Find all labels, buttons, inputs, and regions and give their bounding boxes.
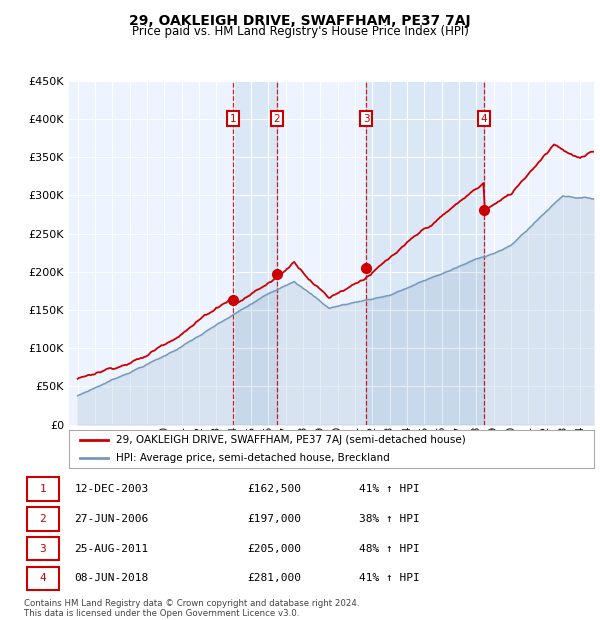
Text: 2: 2: [40, 514, 46, 524]
Text: £281,000: £281,000: [247, 574, 301, 583]
Text: 4: 4: [481, 114, 487, 124]
Text: 25-AUG-2011: 25-AUG-2011: [74, 544, 148, 554]
Text: 3: 3: [363, 114, 370, 124]
Text: 1: 1: [230, 114, 236, 124]
Text: 1: 1: [40, 484, 46, 494]
Text: 48% ↑ HPI: 48% ↑ HPI: [359, 544, 419, 554]
FancyBboxPatch shape: [27, 537, 59, 560]
Text: 12-DEC-2003: 12-DEC-2003: [74, 484, 148, 494]
Text: 3: 3: [40, 544, 46, 554]
Text: 08-JUN-2018: 08-JUN-2018: [74, 574, 148, 583]
FancyBboxPatch shape: [27, 477, 59, 501]
Bar: [233, 81, 277, 425]
Text: £197,000: £197,000: [247, 514, 301, 524]
Text: 2: 2: [274, 114, 280, 124]
Text: Price paid vs. HM Land Registry's House Price Index (HPI): Price paid vs. HM Land Registry's House …: [131, 25, 469, 38]
Text: HPI: Average price, semi-detached house, Breckland: HPI: Average price, semi-detached house,…: [116, 453, 390, 464]
Text: 4: 4: [40, 574, 46, 583]
Text: 29, OAKLEIGH DRIVE, SWAFFHAM, PE37 7AJ: 29, OAKLEIGH DRIVE, SWAFFHAM, PE37 7AJ: [129, 14, 471, 28]
Text: 41% ↑ HPI: 41% ↑ HPI: [359, 484, 419, 494]
Text: 41% ↑ HPI: 41% ↑ HPI: [359, 574, 419, 583]
Text: 38% ↑ HPI: 38% ↑ HPI: [359, 514, 419, 524]
Text: 29, OAKLEIGH DRIVE, SWAFFHAM, PE37 7AJ (semi-detached house): 29, OAKLEIGH DRIVE, SWAFFHAM, PE37 7AJ (…: [116, 435, 466, 445]
Text: 27-JUN-2006: 27-JUN-2006: [74, 514, 148, 524]
Text: £162,500: £162,500: [247, 484, 301, 494]
Text: £205,000: £205,000: [247, 544, 301, 554]
Bar: [366, 81, 484, 425]
FancyBboxPatch shape: [27, 507, 59, 531]
FancyBboxPatch shape: [27, 567, 59, 590]
Text: Contains HM Land Registry data © Crown copyright and database right 2024.
This d: Contains HM Land Registry data © Crown c…: [24, 599, 359, 618]
